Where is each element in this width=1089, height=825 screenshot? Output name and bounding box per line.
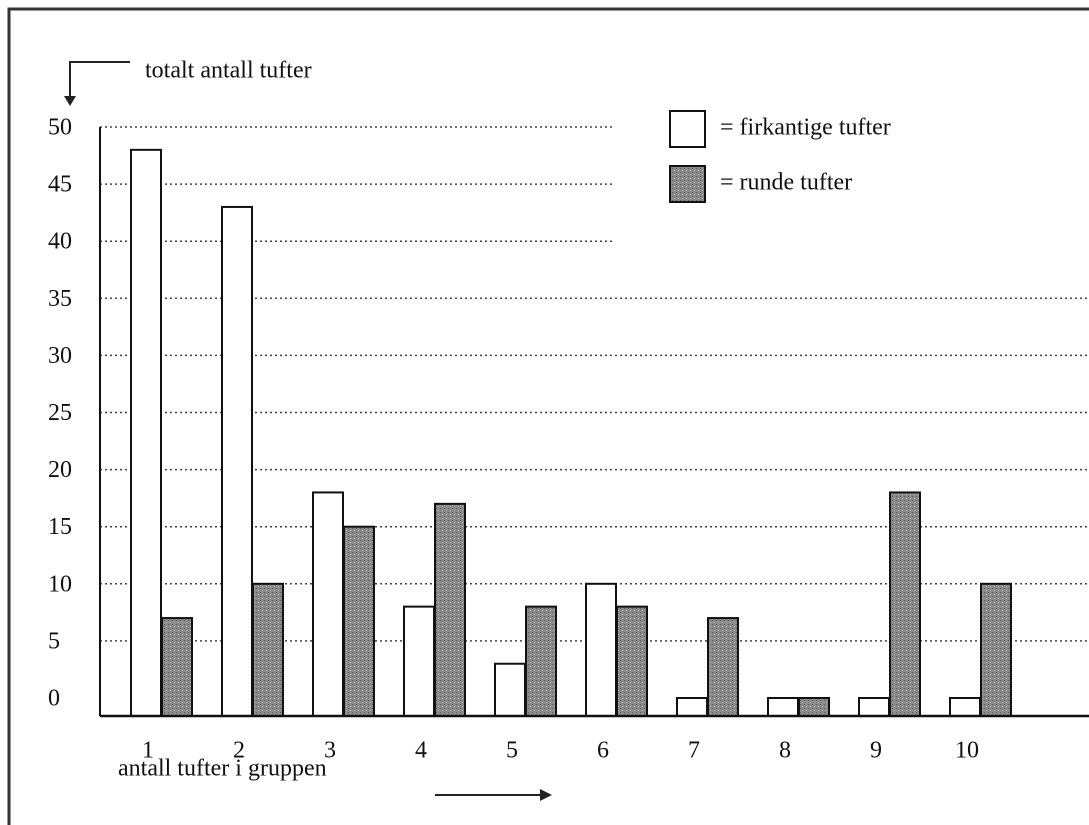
- bar: [312, 491, 344, 717]
- y-title-arrowhead: [64, 96, 76, 106]
- legend-label: = runde tufter: [720, 170, 852, 196]
- bar: [767, 697, 799, 717]
- legend-swatch: [669, 165, 706, 203]
- legend-label: = firkantige tufter: [720, 115, 891, 141]
- x-tick-label: 8: [779, 738, 791, 764]
- bar: [494, 662, 526, 717]
- x-tick-label: 5: [506, 738, 518, 764]
- frame: [7, 7, 1089, 825]
- x-tick-label: 10: [955, 738, 979, 764]
- x-tick-label: 9: [870, 738, 882, 764]
- bar: [585, 582, 617, 717]
- bar: [221, 205, 253, 717]
- bar: [403, 605, 435, 718]
- legend-swatch: [669, 110, 706, 148]
- y-tick-label: 25: [48, 400, 72, 426]
- bar: [949, 697, 981, 717]
- bar: [161, 617, 193, 717]
- bar: [525, 605, 557, 718]
- x-tick-label: 7: [688, 738, 700, 764]
- bar: [130, 148, 162, 717]
- x-tick-label: 6: [597, 738, 609, 764]
- x-tick-label: 2: [233, 738, 245, 764]
- y-tick-label: 40: [48, 229, 72, 255]
- bar: [434, 502, 466, 717]
- y-tick-label: 50: [48, 115, 72, 141]
- bar: [616, 605, 648, 718]
- bar: [343, 525, 375, 718]
- y-tick-label: 0: [48, 686, 60, 712]
- bar: [858, 697, 890, 717]
- y-tick-label: 20: [48, 457, 72, 483]
- y-title-arrow: [69, 61, 130, 103]
- bar: [798, 697, 830, 717]
- x-tick-label: 3: [324, 738, 336, 764]
- y-tick-label: 30: [48, 343, 72, 369]
- bar: [889, 491, 921, 717]
- y-axis-title: totalt antall tufter: [145, 58, 312, 84]
- y-tick-label: 35: [48, 286, 72, 312]
- y-tick-label: 5: [48, 628, 60, 654]
- bar: [676, 697, 708, 717]
- bar: [252, 582, 284, 717]
- bar: [980, 582, 1012, 717]
- y-tick-label: 15: [48, 514, 72, 540]
- x-title-arrowhead: [540, 789, 552, 801]
- y-tick-label: 10: [48, 571, 72, 597]
- x-axis-title: antall tufter i gruppen: [118, 756, 327, 782]
- x-tick-label: 1: [142, 738, 154, 764]
- y-tick-label: 45: [48, 172, 72, 198]
- bar: [707, 617, 739, 717]
- x-tick-label: 4: [415, 738, 427, 764]
